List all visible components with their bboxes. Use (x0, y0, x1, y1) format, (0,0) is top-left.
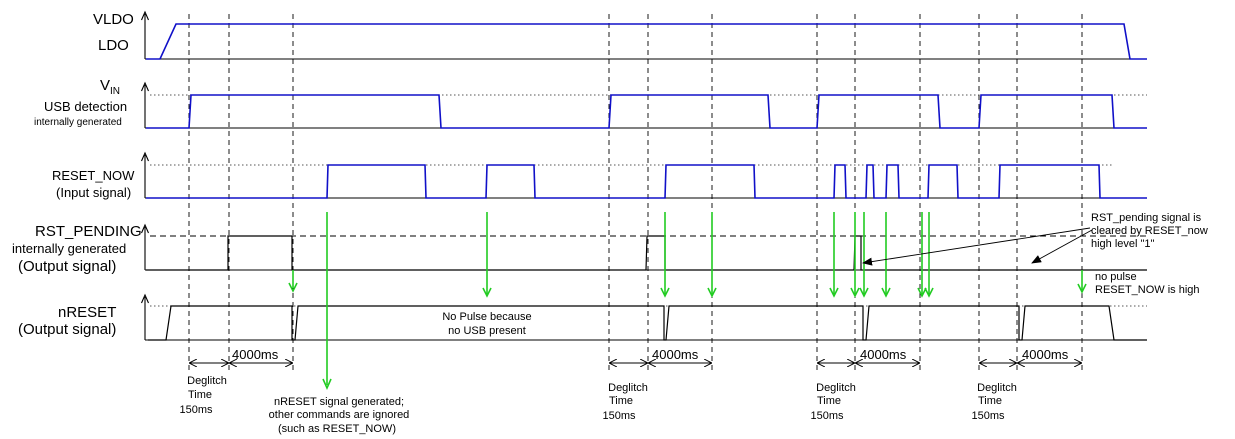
deglitch-3-line2: Time (817, 395, 841, 407)
period-label-4: 4000ms (1022, 347, 1069, 362)
period-label-2: 4000ms (652, 347, 699, 362)
reset-now-label: RESET_NOW (52, 168, 135, 183)
reset-now-waveform (146, 164, 1147, 199)
reference-lines (150, 94, 1147, 307)
guide-lines (188, 14, 1083, 372)
usb-internal-label: internally generated (34, 117, 122, 128)
no-pulse-text-1: No Pulse because (442, 311, 531, 323)
deglitch-2-line2: Time (609, 395, 633, 407)
green-arrows (288, 212, 1087, 390)
deglitch-4-line2: Time (978, 395, 1002, 407)
no-pulse-high-text-2: RESET_NOW is high (1095, 284, 1200, 296)
rst-cleared-text-2: cleared by RESET_now (1091, 225, 1208, 237)
usb-detection-label: USB detection (44, 99, 127, 114)
vldo-label: VLDO (93, 11, 134, 28)
period-label-1: 4000ms (232, 347, 279, 362)
usb-detection-waveform (146, 94, 1147, 129)
deglitch-1-line3: 150ms (179, 404, 213, 416)
rst-cleared-text-1: RST_pending signal is (1091, 212, 1202, 224)
nreset-gen-text-2: other commands are ignored (269, 409, 410, 421)
ldo-label: LDO (98, 37, 129, 54)
rst-pending-label: RST_PENDING (35, 223, 142, 240)
deglitch-2-line1: Deglitch (608, 382, 648, 394)
nreset-sub-label: (Output signal) (18, 321, 116, 338)
no-pulse-text-2: no USB present (448, 325, 526, 337)
reset-now-sub-label: (Input signal) (56, 185, 131, 200)
deglitch-3-line1: Deglitch (816, 382, 856, 394)
nreset-label: nRESET (58, 304, 116, 321)
deglitch-4-line1: Deglitch (977, 382, 1017, 394)
nreset-gen-text-3: (such as RESET_NOW) (278, 423, 396, 435)
rst-pending-waveform (146, 235, 1147, 271)
rst-cleared-text-3: high level "1" (1091, 238, 1155, 250)
nreset-waveform (148, 305, 1147, 341)
rst-pending-sub2-label: (Output signal) (18, 258, 116, 275)
deglitch-3-line3: 150ms (810, 410, 844, 422)
nreset-gen-text-1: nRESET signal generated; (274, 396, 404, 408)
deglitch-2-line3: 150ms (602, 410, 636, 422)
deglitch-4-line3: 150ms (971, 410, 1005, 422)
period-label-3: 4000ms (860, 347, 907, 362)
deglitch-1-line2: Time (188, 389, 212, 401)
rst-pending-sub1-label: internally generated (12, 241, 126, 256)
vin-label: VIN (100, 77, 120, 97)
no-pulse-high-text-1: no pulse (1095, 271, 1137, 283)
deglitch-1-line1: Deglitch (187, 375, 227, 387)
vldo-waveform (146, 23, 1147, 60)
rst-cleared-callout (862, 227, 1093, 266)
